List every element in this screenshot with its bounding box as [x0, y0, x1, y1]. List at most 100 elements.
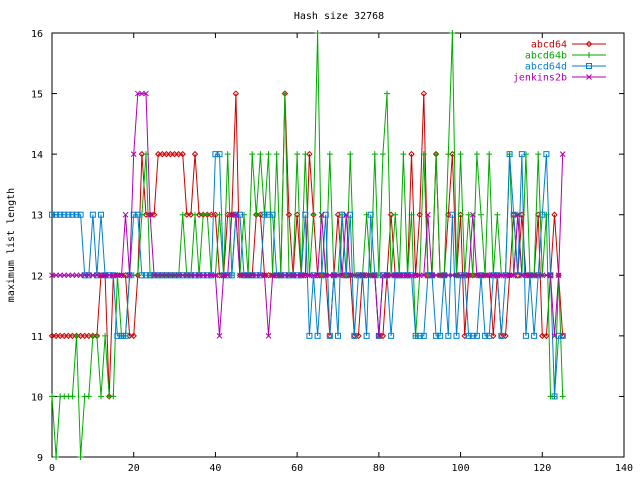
data-point [396, 272, 403, 279]
data-point [277, 272, 284, 279]
data-point [384, 272, 390, 279]
x-tick-label: 0 [49, 463, 55, 474]
data-point [420, 272, 427, 279]
data-point [126, 272, 133, 279]
data-point [52, 332, 60, 340]
data-point [457, 151, 464, 158]
data-point [506, 151, 513, 158]
data-point [482, 332, 489, 339]
data-point [408, 211, 415, 218]
data-point [527, 272, 533, 279]
data-point [461, 272, 468, 279]
data-point [306, 332, 313, 339]
data-point [294, 272, 300, 279]
data-point [56, 332, 64, 340]
data-point [314, 272, 321, 279]
data-point [195, 211, 203, 218]
data-point [539, 272, 546, 279]
data-point [49, 211, 55, 218]
data-point [441, 272, 448, 279]
data-point [118, 332, 125, 339]
data-point [388, 332, 395, 339]
data-point [228, 272, 235, 279]
data-point [322, 211, 329, 218]
data-point [171, 272, 178, 279]
data-point [175, 150, 182, 158]
legend-entry: abcd64b [525, 51, 606, 62]
data-point [408, 272, 415, 279]
data-point [98, 211, 105, 218]
data-point [465, 211, 472, 218]
data-point [392, 272, 399, 279]
data-point [257, 151, 264, 158]
data-point [253, 272, 260, 279]
data-point [273, 151, 280, 158]
data-point [265, 272, 272, 279]
data-point [445, 332, 452, 339]
data-point [433, 332, 440, 339]
data-point [134, 90, 141, 97]
legend-marker [586, 63, 592, 69]
data-point [138, 150, 146, 158]
data-point [69, 211, 76, 218]
data-point [302, 211, 309, 218]
x-tick-label: 120 [533, 463, 551, 474]
data-point [208, 272, 215, 279]
data-point [232, 90, 240, 97]
data-point [473, 332, 480, 339]
data-point [498, 332, 505, 339]
data-point [187, 211, 195, 218]
data-point [236, 211, 243, 218]
data-point [53, 272, 59, 279]
data-point [437, 272, 443, 279]
data-point [147, 272, 154, 279]
data-point [298, 272, 305, 279]
data-point [310, 272, 317, 279]
data-point [241, 272, 247, 279]
data-point [77, 454, 84, 460]
data-point [449, 211, 456, 218]
data-point [343, 211, 350, 218]
data-point [179, 211, 186, 218]
data-point [379, 151, 386, 158]
data-point [73, 332, 80, 339]
data-point [404, 272, 411, 279]
data-point [335, 272, 341, 279]
data-point [498, 272, 505, 279]
data-point [290, 272, 296, 279]
x-tick-label: 60 [291, 463, 303, 474]
data-point [188, 272, 194, 279]
data-point [518, 151, 525, 158]
data-point [347, 211, 354, 218]
data-point [114, 332, 121, 339]
y-tick-label: 16 [31, 29, 43, 40]
data-point [510, 272, 517, 279]
data-point [167, 150, 174, 158]
data-point [85, 332, 92, 340]
data-point [253, 211, 260, 218]
legend-label: jenkins2b [513, 73, 567, 84]
data-point [351, 272, 358, 279]
data-point [118, 272, 125, 279]
data-point [371, 272, 378, 279]
y-tick-label: 12 [31, 271, 43, 282]
data-point [531, 332, 538, 339]
data-point [416, 332, 423, 339]
data-point [314, 30, 321, 36]
data-point [233, 211, 239, 218]
series-lines [48, 30, 566, 460]
x-tick-label: 80 [373, 463, 385, 474]
data-point [85, 272, 92, 279]
data-point [347, 272, 354, 279]
data-point [102, 272, 108, 279]
data-point [506, 272, 513, 279]
data-point [343, 272, 350, 279]
data-point [139, 90, 145, 97]
data-point [286, 272, 292, 279]
data-point [212, 272, 219, 279]
data-point [502, 272, 509, 279]
data-point [424, 272, 431, 279]
data-point [514, 272, 521, 279]
data-point [49, 272, 55, 279]
data-point [486, 332, 493, 339]
